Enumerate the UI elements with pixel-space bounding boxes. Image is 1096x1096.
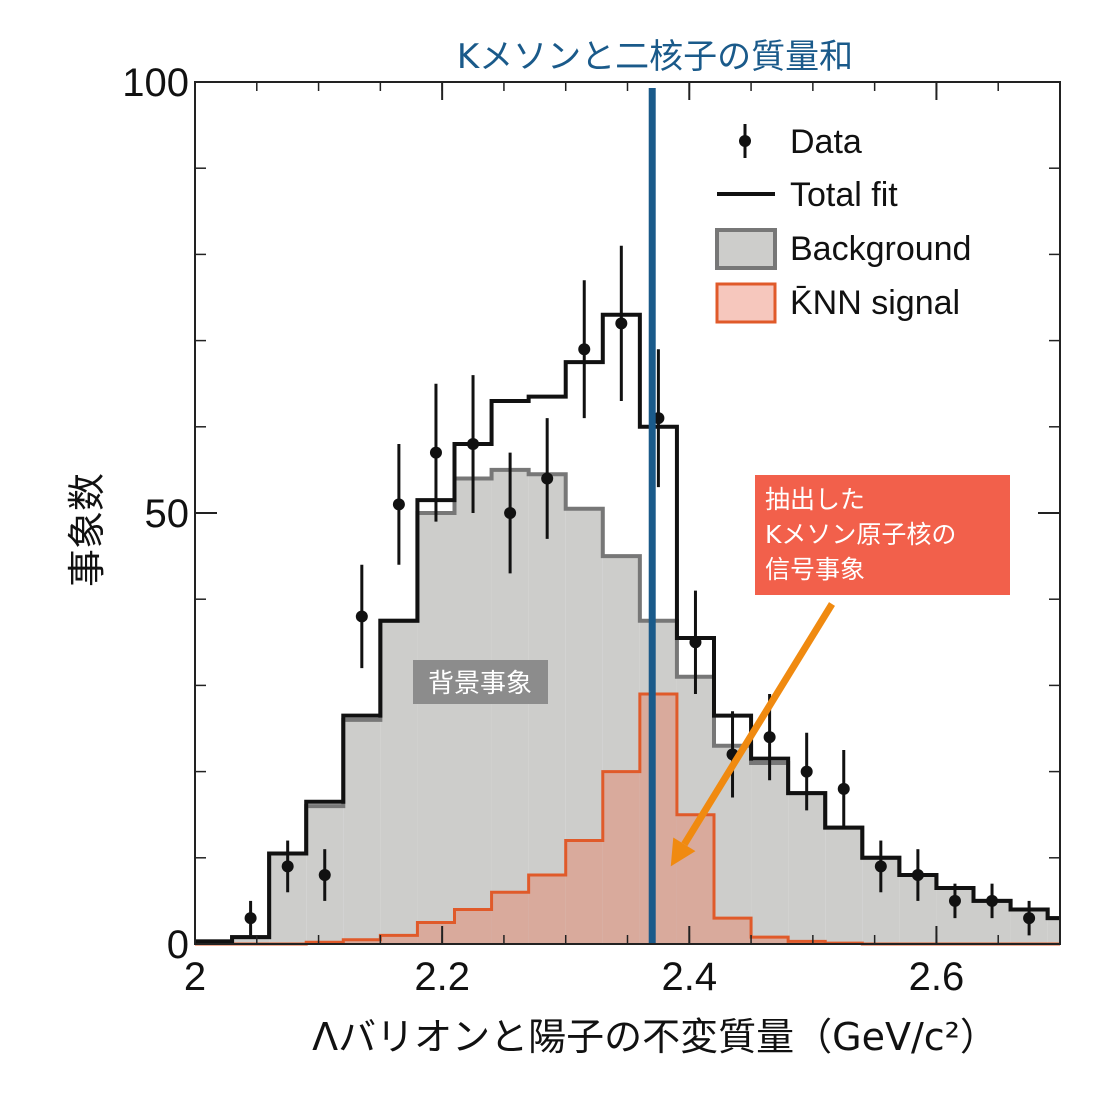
- background-bar: [788, 793, 826, 944]
- background-bar: [751, 762, 789, 944]
- data-point: [800, 765, 813, 778]
- legend-background-swatch: [715, 228, 777, 270]
- background-bar: [825, 827, 863, 944]
- data-point: [318, 869, 331, 882]
- background-label-box: [413, 660, 548, 704]
- chart-title: Kメソンと二核子の質量和: [457, 37, 853, 77]
- background-annotation: 背景事象: [413, 660, 548, 704]
- signal-label-line-2: Kメソン原子核の: [765, 520, 956, 549]
- data-point: [837, 782, 850, 795]
- background-bar: [454, 478, 492, 944]
- signal-bar: [602, 771, 640, 944]
- y-tick-label: 100: [122, 61, 189, 105]
- background-bar: [528, 474, 566, 944]
- legend-entry-total-fit: Total fit: [790, 176, 898, 214]
- data-point: [578, 343, 591, 356]
- x-tick-label: 2: [184, 955, 206, 999]
- data-point: [541, 472, 554, 485]
- data-point: [429, 446, 442, 459]
- data-point: [911, 869, 924, 882]
- y-axis-label: 事象数: [65, 473, 109, 587]
- x-tick-label: 2.4: [661, 955, 717, 999]
- data-point: [1023, 912, 1036, 925]
- y-tick-label: 0: [167, 923, 189, 967]
- legend-signal-swatch: [715, 282, 777, 324]
- signal-arrow: [670, 602, 835, 867]
- signal-bar: [380, 935, 418, 944]
- signal-bar: [639, 694, 677, 944]
- data-point: [467, 438, 480, 451]
- legend-entry-data: Data: [790, 123, 862, 161]
- data-point: [689, 636, 702, 649]
- signal-label-box: [755, 475, 1010, 595]
- signal-bar: [417, 922, 455, 944]
- total-fit-line: [195, 312, 1060, 944]
- signal-bar: [714, 918, 752, 944]
- signal-bar: [751, 937, 789, 944]
- signal-bar: [491, 892, 529, 944]
- arrow-shaft: [681, 602, 835, 847]
- data-point: [874, 860, 887, 873]
- background-bar: [380, 620, 418, 944]
- signal-bar: [565, 840, 603, 944]
- background-bar: [343, 719, 381, 944]
- x-tick-label: 2.6: [909, 955, 965, 999]
- data-point: [504, 507, 517, 519]
- background-label: 背景事象: [428, 669, 532, 699]
- background-bar: [232, 937, 270, 944]
- legend-entry-signal: K̄NN signal: [790, 284, 960, 322]
- data-point: [615, 317, 628, 330]
- arrow-head: [670, 837, 696, 867]
- legend: Data Total fit Background K̄NN signal: [715, 123, 971, 324]
- axis-ticks: 2 2.2 2.4 2.6 0 50 100: [122, 61, 1061, 999]
- data-point: [355, 610, 368, 623]
- data-point: [244, 912, 257, 925]
- legend-entry-background: Background: [790, 230, 971, 268]
- background-bar: [417, 513, 455, 944]
- signal-bar: [343, 939, 381, 944]
- signal-label-line-3: 信号事象: [765, 555, 865, 584]
- data-point: [392, 498, 405, 511]
- signal-bar: [528, 875, 566, 944]
- data-point: [281, 860, 294, 873]
- signal-annotation: 抽出した Kメソン原子核の 信号事象: [670, 475, 1010, 867]
- signal-label-line-1: 抽出した: [765, 485, 865, 514]
- x-axis-label: Λバリオンと陽子の不変質量（GeV/c²）: [312, 1015, 998, 1059]
- total-fit-histogram: [195, 312, 1060, 944]
- signal-bar: [454, 909, 492, 944]
- y-tick-label: 50: [145, 492, 190, 536]
- data-point: [948, 894, 961, 907]
- data-point: [763, 731, 776, 744]
- background-bar: [1047, 918, 1060, 944]
- signal-bar: [676, 814, 714, 944]
- legend-data-marker: [739, 124, 751, 158]
- data-points: [244, 245, 1036, 936]
- x-tick-label: 2.2: [414, 955, 470, 999]
- data-point: [986, 894, 999, 907]
